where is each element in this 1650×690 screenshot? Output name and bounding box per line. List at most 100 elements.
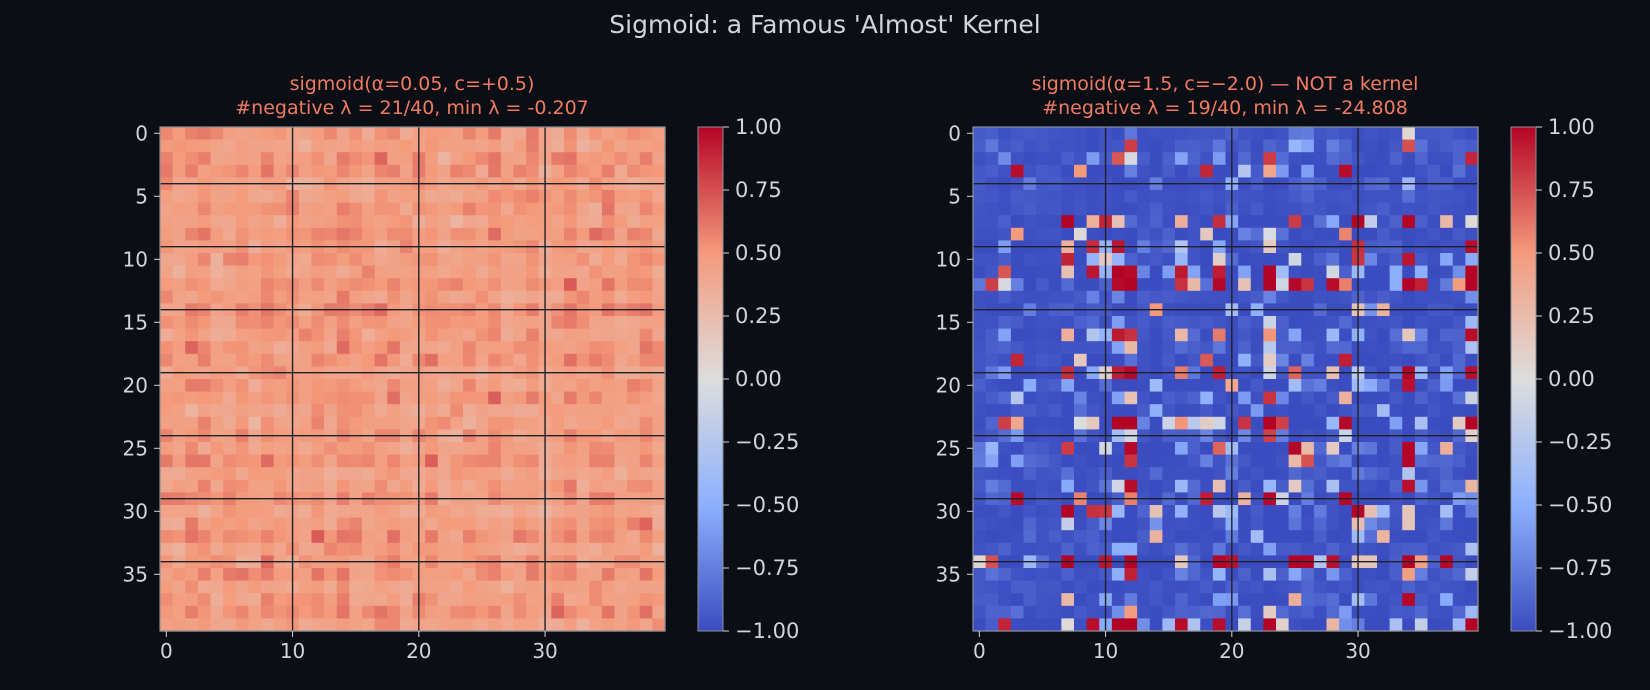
- heatmap-cell: [185, 505, 199, 519]
- heatmap-cell: [1023, 618, 1037, 632]
- heatmap-cell: [387, 227, 401, 241]
- heatmap-cell: [336, 127, 350, 141]
- heatmap-cell: [1301, 454, 1315, 468]
- heatmap-cell: [324, 416, 338, 430]
- heatmap-cell: [985, 127, 999, 141]
- heatmap-cell: [576, 568, 590, 582]
- colorbar-tick-label: 1.00: [735, 115, 782, 139]
- heatmap-cell: [1301, 391, 1315, 405]
- heatmap-cell: [324, 127, 338, 141]
- heatmap-cell: [362, 517, 376, 531]
- heatmap-cell: [437, 542, 451, 556]
- heatmap-cell: [311, 618, 325, 632]
- heatmap-cell: [311, 391, 325, 405]
- heatmap-cell: [985, 215, 999, 229]
- heatmap-cell: [1440, 505, 1454, 519]
- heatmap-cell: [564, 127, 578, 141]
- heatmap-cell: [985, 379, 999, 393]
- heatmap-cell: [1124, 328, 1138, 342]
- heatmap-cell: [1175, 278, 1189, 292]
- heatmap-cell: [1389, 605, 1403, 619]
- heatmap-cell: [425, 316, 439, 330]
- heatmap-cell: [1377, 316, 1391, 330]
- heatmap-cell: [223, 139, 237, 153]
- heatmap-cell: [1048, 328, 1062, 342]
- heatmap-cell: [374, 328, 388, 342]
- heatmap-cell: [1339, 605, 1353, 619]
- heatmap-cell: [235, 416, 249, 430]
- heatmap-cell: [627, 227, 641, 241]
- heatmap-cell: [298, 442, 313, 456]
- heatmap-cell: [500, 278, 515, 292]
- heatmap-cell: [399, 127, 414, 141]
- heatmap-cell: [349, 517, 363, 531]
- heatmap-cell: [1288, 379, 1302, 393]
- heatmap-cell: [589, 379, 603, 393]
- heatmap-cell: [973, 290, 987, 304]
- heatmap-cell: [450, 227, 464, 241]
- heatmap-cell: [197, 278, 212, 292]
- heatmap-cell: [425, 190, 439, 204]
- heatmap-cell: [589, 227, 603, 241]
- heatmap-cell: [1010, 127, 1025, 141]
- heatmap-cell: [1250, 580, 1264, 594]
- heatmap-cell: [210, 454, 224, 468]
- heatmap-cell: [1137, 139, 1151, 153]
- heatmap-cell: [564, 505, 578, 519]
- heatmap-cell: [1200, 379, 1214, 393]
- heatmap-cell: [1339, 404, 1353, 418]
- heatmap-cell: [1010, 454, 1025, 468]
- heatmap-cell: [298, 454, 313, 468]
- heatmap-cell: [437, 479, 451, 493]
- heatmap-cell: [425, 278, 439, 292]
- heatmap-cell: [437, 190, 451, 204]
- heatmap-cell: [639, 265, 653, 279]
- heatmap-cell: [475, 517, 489, 531]
- heatmap-cell: [425, 290, 439, 304]
- heatmap-cell: [261, 215, 275, 229]
- heatmap-cell: [1187, 341, 1201, 355]
- heatmap-cell: [197, 328, 212, 342]
- heatmap-cell: [1200, 290, 1214, 304]
- heatmap-cell: [1339, 278, 1353, 292]
- heatmap-cell: [627, 353, 641, 367]
- heatmap-cell: [652, 190, 666, 204]
- heatmap-cell: [998, 190, 1012, 204]
- heatmap-cell: [160, 190, 174, 204]
- heatmap-cell: [985, 467, 999, 481]
- heatmap-cell: [197, 290, 212, 304]
- heatmap-cell: [1301, 215, 1315, 229]
- heatmap-cell: [1023, 265, 1037, 279]
- heatmap-cell: [1364, 139, 1378, 153]
- heatmap-cell: [172, 278, 186, 292]
- heatmap-cell: [324, 593, 338, 607]
- heatmap-cell: [1402, 404, 1416, 418]
- heatmap-cell: [1137, 530, 1151, 544]
- heatmap-cell: [475, 152, 489, 166]
- heatmap-cell: [1111, 379, 1126, 393]
- heatmap-cell: [1250, 505, 1264, 519]
- heatmap-cell: [1048, 391, 1062, 405]
- heatmap-cell: [1276, 353, 1290, 367]
- heatmap-cell: [1465, 341, 1479, 355]
- heatmap-cell: [261, 379, 275, 393]
- heatmap-cell: [1377, 580, 1391, 594]
- heatmap-cell: [160, 530, 174, 544]
- heatmap-cell: [526, 580, 540, 594]
- heatmap-cell: [652, 568, 666, 582]
- heatmap-cell: [463, 379, 477, 393]
- heatmap-cell: [1162, 227, 1176, 241]
- heatmap-cell: [235, 467, 249, 481]
- heatmap-cell: [1263, 328, 1277, 342]
- heatmap-cell: [248, 341, 262, 355]
- heatmap-cell: [652, 152, 666, 166]
- heatmap-cell: [399, 253, 414, 267]
- heatmap-cell: [1124, 416, 1138, 430]
- heatmap-cell: [450, 542, 464, 556]
- heatmap-cell: [1301, 152, 1315, 166]
- heatmap-cell: [1313, 505, 1328, 519]
- heatmap-cell: [437, 215, 451, 229]
- heatmap-cell: [1465, 328, 1479, 342]
- heatmap-cell: [488, 442, 502, 456]
- heatmap-cell: [1175, 202, 1189, 216]
